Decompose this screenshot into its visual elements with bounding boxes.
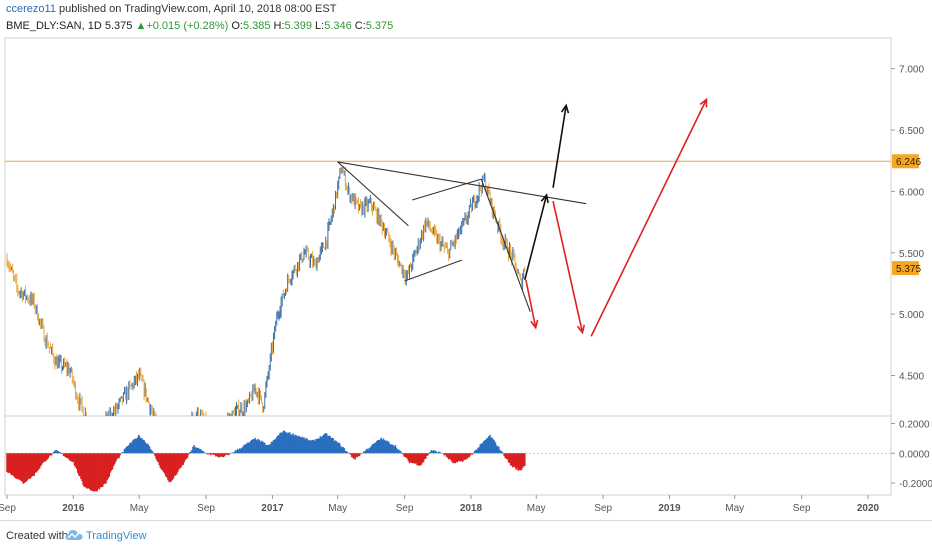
- forecast-arrow: [524, 194, 548, 280]
- author-link[interactable]: ccerezo11: [6, 3, 56, 15]
- x-tick-label: Sep: [197, 503, 215, 514]
- tradingview-brand-link[interactable]: TradingView: [86, 530, 147, 542]
- price-series: [5, 160, 891, 416]
- y-tick-label: 5.000: [899, 310, 924, 321]
- trendline: [480, 178, 531, 312]
- arrowhead: [576, 324, 586, 335]
- x-tick-label: Sep: [793, 503, 811, 514]
- low-value: 5.346: [324, 20, 352, 32]
- x-tick-label: Sep: [396, 503, 414, 514]
- x-tick-label: May: [328, 503, 347, 514]
- x-tick-label: 2018: [460, 503, 483, 514]
- trendline: [337, 161, 409, 227]
- trendline: [404, 259, 462, 282]
- main-pane-frame: [4, 37, 892, 417]
- oscillator-axis[interactable]: 0.2000 0.0000 -0.2000: [891, 419, 932, 490]
- time-axis[interactable]: Sep 2016 May Sep 2017 May Sep 2018 May Sep 2019 May…: [0, 495, 880, 514]
- x-tick-label: May: [725, 503, 744, 514]
- arrowhead: [560, 103, 570, 114]
- quote-line: BME_DLY:SAN, 1D 5.375 ▲+0.015 (+0.28%) O…: [6, 20, 396, 32]
- open-value: 5.385: [242, 20, 271, 32]
- price-change: +0.015 (+0.28%): [146, 20, 229, 32]
- forecast-arrow: [552, 201, 584, 333]
- osc-y-tick-label: 0.2000: [899, 419, 930, 430]
- arrowhead: [540, 193, 549, 204]
- chart-header: ccerezo11 published on TradingView.com, …: [0, 0, 932, 38]
- up-arrow-icon: ▲: [135, 20, 147, 32]
- arrowhead: [699, 97, 708, 108]
- open-label: O:: [231, 20, 243, 32]
- symbol-label: BME_DLY:SAN, 1D: [6, 20, 102, 32]
- low-label: L:: [315, 20, 325, 32]
- y-tick-label: 7.000: [899, 65, 924, 76]
- oscillator-series: [5, 430, 891, 492]
- x-tick-label: May: [130, 503, 149, 514]
- forecast-arrow: [590, 99, 708, 337]
- arrowhead: [530, 319, 539, 330]
- x-tick-label: Sep: [594, 503, 612, 514]
- x-tick-label: 2017: [261, 503, 284, 514]
- resistance-price-tag-text: 6.246: [896, 157, 921, 168]
- y-tick-label: 5.500: [899, 249, 924, 260]
- y-tick-label: 4.500: [899, 372, 924, 383]
- x-tick-label: May: [527, 503, 546, 514]
- x-tick-label: 2020: [857, 503, 880, 514]
- y-tick-label: 6.500: [899, 126, 924, 137]
- forecast-arrow: [552, 105, 567, 188]
- x-tick-label: Sep: [0, 503, 16, 514]
- resistance-price-tag: [892, 154, 919, 169]
- last-price-tag: [892, 261, 919, 276]
- publish-text: published on TradingView.com, April 10, …: [59, 3, 337, 15]
- close-label: C:: [354, 20, 366, 32]
- x-tick-label: 2019: [658, 503, 681, 514]
- publish-info: ccerezo11 published on TradingView.com, …: [6, 3, 336, 15]
- y-tick-label: 6.000: [899, 187, 924, 198]
- chart-canvas[interactable]: 7.000 6.500 6.000 5.500 5.000 4.500 6.246 5.375…: [0, 0, 932, 520]
- forecast-arrow: [525, 279, 537, 328]
- osc-y-tick-label: 0.0000: [899, 449, 930, 460]
- created-with-text: Created with: [6, 530, 68, 542]
- footer-bar: Created with TradingView: [0, 520, 932, 551]
- drawing-annotations[interactable]: [337, 97, 708, 337]
- x-tick-label: 2016: [62, 503, 85, 514]
- price-axis[interactable]: 7.000 6.500 6.000 5.500 5.000 4.500 6.246 5.375: [891, 65, 924, 383]
- high-label: H:: [273, 20, 285, 32]
- high-value: 5.399: [284, 20, 313, 32]
- osc-y-tick-label: -0.2000: [899, 479, 932, 490]
- tradingview-cloud-icon[interactable]: [65, 528, 83, 542]
- close-value: 5.375: [365, 20, 394, 32]
- trendline: [412, 178, 482, 201]
- last-price: 5.375: [104, 20, 133, 32]
- last-price-tag-text: 5.375: [896, 264, 921, 275]
